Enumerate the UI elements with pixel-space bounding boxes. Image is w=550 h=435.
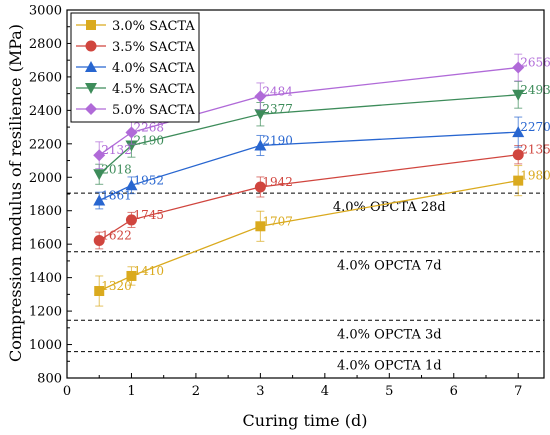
x-axis-title: Curing time (d) bbox=[243, 411, 368, 430]
data-label: 1861 bbox=[101, 189, 132, 203]
data-label: 2018 bbox=[101, 162, 132, 176]
y-tick-label: 1600 bbox=[29, 238, 62, 253]
data-point bbox=[512, 61, 525, 74]
x-tick-label: 0 bbox=[63, 384, 71, 399]
legend-marker bbox=[86, 20, 96, 30]
y-tick-label: 2800 bbox=[29, 37, 62, 52]
data-label: 2270 bbox=[520, 120, 550, 134]
x-tick-label: 4 bbox=[321, 384, 329, 399]
data-label: 1707 bbox=[262, 214, 293, 228]
data-point bbox=[126, 270, 137, 281]
reference-line-label: 4.0% OPCTA 1d bbox=[337, 359, 442, 374]
y-tick-label: 3000 bbox=[29, 4, 62, 19]
legend-label: 4.0% SACTA bbox=[112, 61, 195, 76]
legend-entry: 4.0% SACTA bbox=[76, 61, 195, 76]
data-label: 2656 bbox=[520, 56, 550, 70]
data-point bbox=[512, 89, 525, 101]
legend-entry: 3.5% SACTA bbox=[76, 40, 195, 55]
y-tick-label: 1400 bbox=[29, 271, 62, 286]
data-point bbox=[512, 126, 525, 138]
data-label: 2190 bbox=[262, 133, 293, 147]
y-tick-label: 1200 bbox=[29, 305, 62, 320]
data-label: 2132 bbox=[101, 143, 132, 157]
x-tick-label: 3 bbox=[256, 384, 264, 399]
data-label: 2135 bbox=[520, 143, 550, 157]
data-label: 2377 bbox=[262, 102, 293, 116]
data-label: 1980 bbox=[520, 169, 550, 183]
reference-line-label: 4.0% OPCTA 7d bbox=[337, 259, 442, 274]
data-label: 1942 bbox=[262, 175, 293, 189]
data-label: 2493 bbox=[520, 83, 550, 97]
series-line bbox=[98, 179, 519, 292]
x-tick-label: 5 bbox=[385, 384, 393, 399]
data-point bbox=[513, 175, 524, 186]
data-point bbox=[254, 181, 266, 193]
y-tick-label: 800 bbox=[37, 372, 62, 387]
legend-marker bbox=[85, 83, 97, 94]
legend-entry: 5.0% SACTA bbox=[76, 103, 195, 118]
legend-marker bbox=[85, 40, 97, 52]
legend-entry: 3.0% SACTA bbox=[76, 19, 195, 34]
x-tick-label: 1 bbox=[127, 384, 135, 399]
x-tick-label: 7 bbox=[514, 384, 522, 399]
series-line bbox=[98, 154, 519, 242]
data-point bbox=[125, 179, 138, 191]
data-label: 1622 bbox=[101, 229, 132, 243]
data-point bbox=[93, 169, 106, 181]
data-label: 1745 bbox=[133, 208, 164, 222]
y-tick-label: 2000 bbox=[29, 171, 62, 186]
data-point bbox=[254, 90, 267, 103]
data-point bbox=[125, 140, 138, 152]
y-tick-label: 1800 bbox=[29, 204, 62, 219]
data-label: 2268 bbox=[133, 120, 164, 134]
legend-marker bbox=[85, 103, 97, 115]
data-point bbox=[93, 149, 106, 162]
y-tick-label: 2400 bbox=[29, 104, 62, 119]
y-axis-title: Compression modulus of resilience (MPa) bbox=[6, 24, 25, 362]
x-tick-label: 2 bbox=[192, 384, 200, 399]
series-line bbox=[98, 131, 519, 202]
y-tick-label: 2200 bbox=[29, 137, 62, 152]
legend-label: 4.5% SACTA bbox=[112, 82, 195, 97]
data-label: 1952 bbox=[133, 173, 164, 187]
data-label: 1320 bbox=[101, 279, 132, 293]
x-tick-label: 6 bbox=[450, 384, 458, 399]
y-tick-label: 2600 bbox=[29, 70, 62, 85]
reference-line-label: 4.0% OPCTA 28d bbox=[333, 200, 446, 215]
data-point bbox=[93, 235, 105, 247]
data-point bbox=[125, 214, 137, 226]
data-point bbox=[254, 109, 267, 121]
legend-label: 5.0% SACTA bbox=[112, 103, 195, 118]
legend-label: 3.5% SACTA bbox=[112, 40, 195, 55]
data-point bbox=[254, 139, 267, 151]
data-point bbox=[512, 149, 524, 161]
legend-marker bbox=[85, 61, 97, 72]
data-point bbox=[125, 126, 138, 139]
data-label: 1410 bbox=[133, 264, 164, 278]
y-tick-label: 1000 bbox=[29, 338, 62, 353]
legend-entry: 4.5% SACTA bbox=[76, 82, 195, 97]
data-label: 2190 bbox=[133, 133, 164, 147]
data-point bbox=[93, 194, 106, 206]
data-label: 2484 bbox=[262, 84, 293, 98]
data-point bbox=[94, 286, 105, 297]
data-point bbox=[255, 221, 266, 232]
legend-label: 3.0% SACTA bbox=[112, 19, 195, 34]
series-line bbox=[98, 94, 519, 175]
reference-line-label: 4.0% OPCTA 3d bbox=[337, 327, 442, 342]
